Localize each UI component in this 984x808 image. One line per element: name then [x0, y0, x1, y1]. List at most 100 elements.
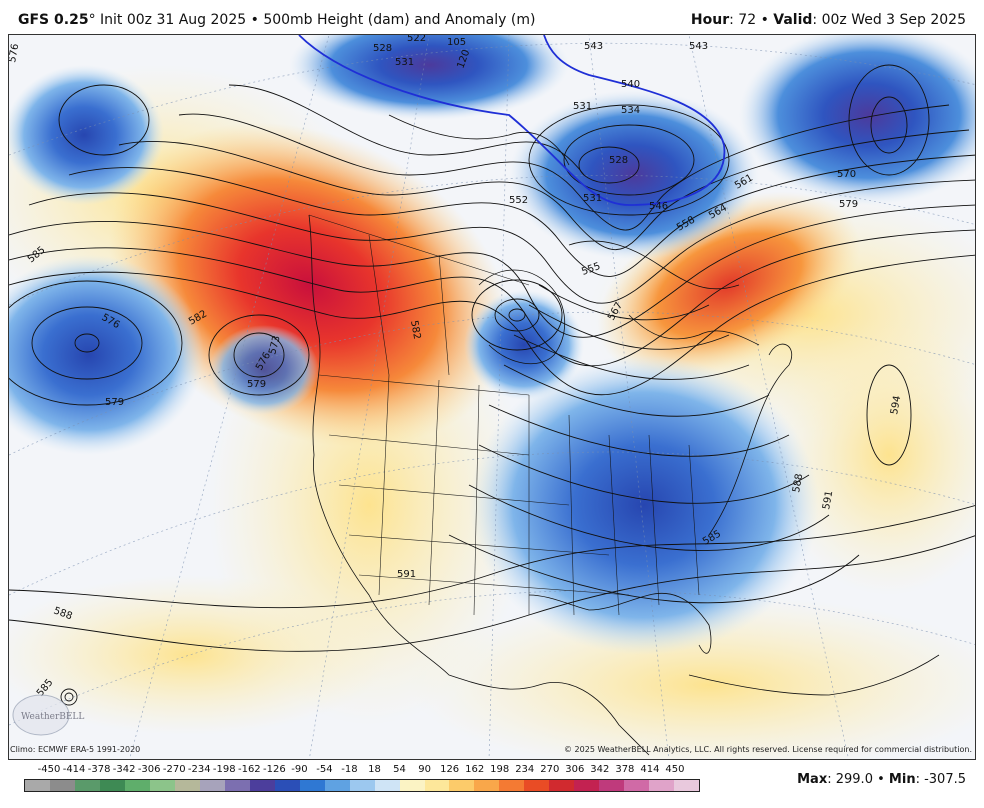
contour-ring-hudson-1 — [471, 279, 563, 351]
contour-label: 528 — [609, 155, 628, 166]
colorbar-swatch — [224, 780, 250, 791]
colorbar-swatch — [599, 780, 625, 791]
trough-anomaly-arctic — [289, 35, 569, 120]
valid-value: : 00z Wed 3 Sep 2025 — [812, 12, 966, 28]
contour-ring-atlantic-high — [866, 364, 912, 466]
colorbar-swatch — [649, 780, 675, 791]
colorbar-tick-label: -234 — [187, 764, 211, 775]
contour-ring-baffin-1 — [528, 104, 730, 216]
colorbar-tick-label: -18 — [341, 764, 358, 775]
graticule — [9, 35, 975, 759]
map-panel: 576 585 582 579 576 573 576 579 582 528 … — [8, 34, 976, 760]
contour-label: 105 — [447, 37, 466, 48]
contour-ring-baffin-2 — [563, 124, 695, 196]
colorbar-swatch — [74, 780, 100, 791]
colorbar-tick-label: 162 — [465, 764, 485, 775]
warm-anomaly-east-pacific — [9, 575, 389, 735]
contour-ring-greenland-1 — [848, 64, 930, 176]
colorbar-tick-label: 198 — [490, 764, 510, 775]
max-value: : 299.0 — [827, 772, 873, 787]
contour-label: 591 — [397, 569, 416, 580]
contour-ring-low-3 — [74, 333, 100, 353]
min-value: : -307.5 — [915, 772, 966, 787]
colorbar-swatch — [174, 780, 200, 791]
colorbar-tick-label: -90 — [291, 764, 308, 775]
colorbar-tick-label: 54 — [393, 764, 406, 775]
colorbar-tick-labels: -450 -414 -378 -342 -306 -270 -234 -198 -162 -126… — [16, 764, 706, 778]
colorbar-tick-label: 126 — [440, 764, 460, 775]
colorbar-swatch — [249, 780, 275, 791]
colorbar-swatch — [499, 780, 525, 791]
colorbar-swatch — [349, 780, 375, 791]
colorbar-tick-label: -306 — [137, 764, 161, 775]
init-time: Init 00z 31 Aug 2025 — [100, 12, 247, 28]
colorbar-tick-label: 342 — [590, 764, 610, 775]
contour-ring-low-2 — [31, 306, 143, 380]
hour-value: : 72 — [729, 12, 757, 28]
valid-time: Hour: 72 • Valid: 00z Wed 3 Sep 2025 — [691, 12, 966, 28]
colorbar-swatch — [574, 780, 600, 791]
contour-ring-bering-1 — [58, 84, 150, 156]
contour-label: 570 — [837, 169, 856, 180]
contour-label: 531 — [573, 101, 592, 112]
contour-label: 579 — [839, 199, 858, 210]
weatherbell-logo-icon: WeatherBELL — [12, 694, 84, 736]
colorbar-swatch — [624, 780, 650, 791]
colorbar-tick-label: 414 — [640, 764, 660, 775]
colorbar-tick-label: 90 — [418, 764, 431, 775]
contour-label: 543 — [584, 41, 603, 52]
map-header: GFS 0.25° Init 00z 31 Aug 2025 • 500mb H… — [0, 0, 984, 34]
contour-label: 543 — [689, 41, 708, 52]
colorbar-tick-label: 378 — [615, 764, 635, 775]
trough-anomaly-bering — [9, 65, 164, 205]
colorbar-tick-label: 18 — [368, 764, 381, 775]
contour-label: 531 — [583, 193, 602, 204]
colorbar-swatch — [474, 780, 500, 791]
contour-ring-small-1 — [208, 314, 310, 396]
contour-label: 546 — [649, 201, 668, 212]
contour-ring-hudson-3 — [508, 308, 526, 322]
contour-label: 528 — [373, 43, 392, 54]
trough-anomaly-gulf-of-alaska — [9, 255, 204, 455]
colorbar-swatch — [449, 780, 475, 791]
colorbar-swatch — [424, 780, 450, 791]
field-stats: Max: 299.0 • Min: -307.5 — [797, 772, 966, 787]
colorbar-tick-label: -162 — [237, 764, 261, 775]
product-name: 500mb Height (dam) and Anomaly (m) — [263, 12, 536, 28]
contour-ring-greenland-2 — [870, 96, 908, 154]
colorbar-swatch — [274, 780, 300, 791]
colorbar-swatch — [99, 780, 125, 791]
contour-ring-hurricane-1 — [60, 688, 78, 706]
contour-label: 573 — [267, 334, 283, 355]
contour-label: 576 — [9, 43, 21, 64]
colorbar-tick-label: 306 — [565, 764, 585, 775]
colorbar-swatch — [524, 780, 550, 791]
contour-label: 591 — [821, 490, 835, 511]
contour-ring-hurricane-2 — [64, 692, 74, 702]
trough-anomaly-eastern-us — [469, 355, 819, 655]
degree-symbol: ° — [88, 12, 96, 28]
contour-label: 579 — [247, 379, 266, 390]
colorbar-tick-label: -270 — [162, 764, 186, 775]
stats-separator: • — [877, 772, 885, 787]
contour-ring-small-2 — [233, 332, 285, 378]
valid-label: Valid — [773, 12, 813, 28]
contour-ring-baffin-3 — [578, 146, 640, 184]
colorbar-swatch — [199, 780, 225, 791]
colorbar-swatch — [374, 780, 400, 791]
colorbar-tick-label: -342 — [112, 764, 136, 775]
colorbar-swatch — [25, 780, 50, 791]
contour-label: 522 — [407, 35, 426, 44]
coastlines — [308, 114, 940, 756]
contour-label: 588 — [791, 473, 805, 494]
colorbar-swatch — [549, 780, 575, 791]
model-name: GFS 0.25 — [18, 12, 89, 28]
title-separator: • — [250, 12, 259, 28]
warm-anomaly-mid-atlantic — [769, 315, 975, 595]
colorbar — [24, 779, 700, 792]
contour-label: 579 — [105, 397, 124, 408]
colorbar-tick-label: -198 — [212, 764, 236, 775]
contour-label: 552 — [509, 195, 528, 206]
colorbar-tick-label: -54 — [316, 764, 333, 775]
colorbar-swatch — [399, 780, 425, 791]
